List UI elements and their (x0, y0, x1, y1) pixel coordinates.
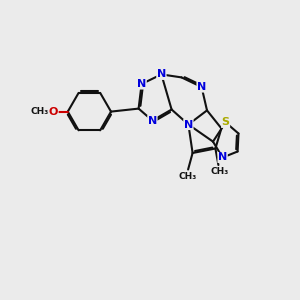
Text: N: N (157, 69, 166, 80)
Text: N: N (197, 82, 206, 92)
Text: N: N (184, 119, 193, 130)
Text: N: N (137, 79, 146, 89)
Text: N: N (148, 116, 157, 126)
Text: CH₃: CH₃ (179, 172, 197, 181)
Text: O: O (49, 106, 58, 117)
Text: CH₃: CH₃ (211, 167, 229, 176)
Text: S: S (222, 117, 230, 128)
Text: CH₃: CH₃ (30, 107, 48, 116)
Text: N: N (218, 152, 227, 163)
